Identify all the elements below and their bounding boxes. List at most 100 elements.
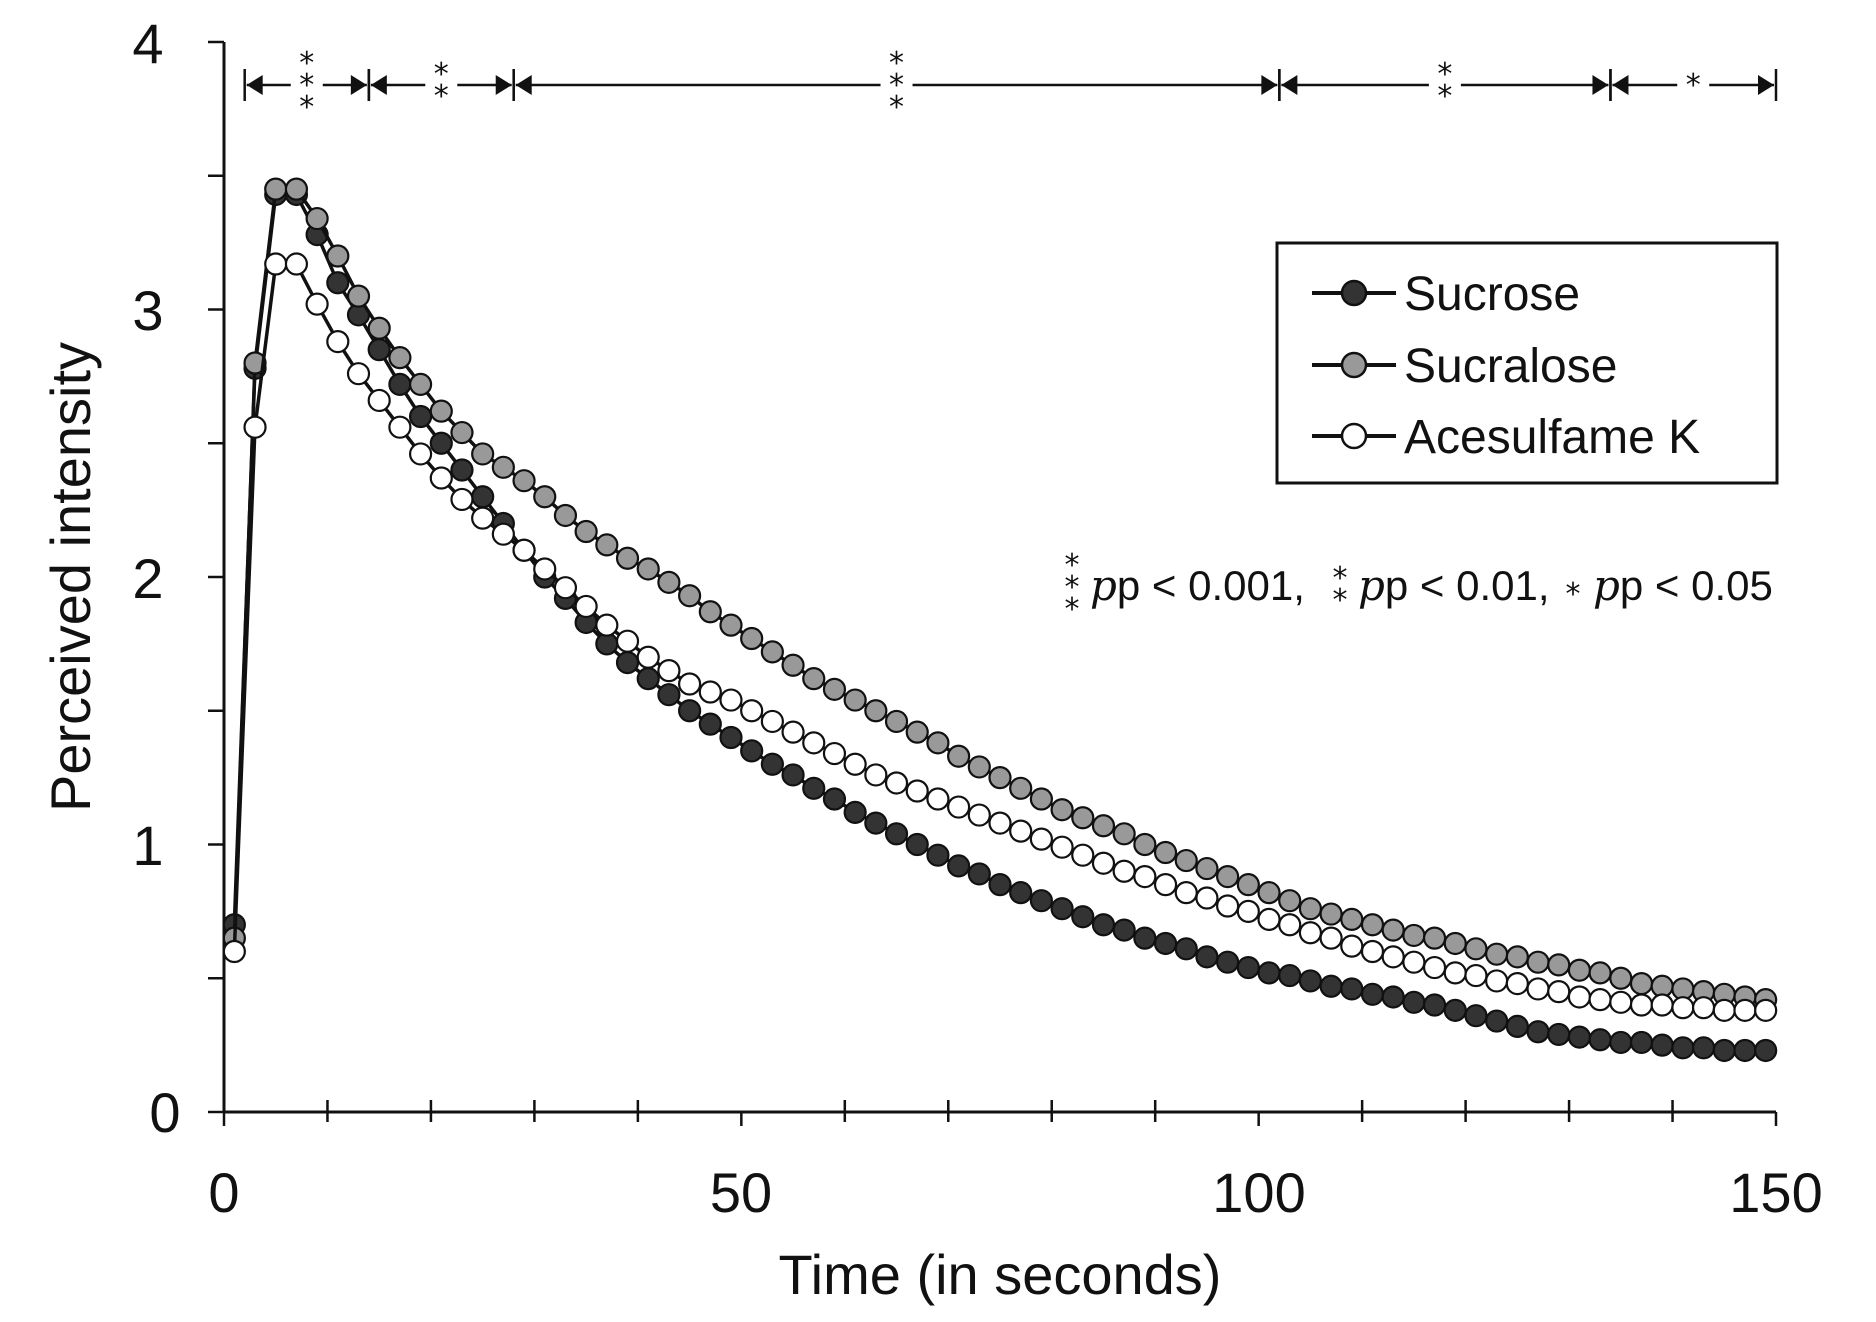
data-point xyxy=(367,316,391,340)
data-point xyxy=(719,613,743,637)
data-point xyxy=(1029,889,1053,913)
data-point xyxy=(1153,931,1178,956)
data-point xyxy=(719,688,743,712)
significance-star: * xyxy=(1437,57,1452,92)
y-tick-label: 4 xyxy=(132,12,163,75)
data-point xyxy=(1629,971,1654,996)
significance-star: * xyxy=(299,46,314,81)
data-point xyxy=(947,795,971,819)
legend-marker-sucrose xyxy=(1340,279,1368,307)
data-point xyxy=(1443,931,1467,956)
data-point xyxy=(822,787,847,811)
data-point xyxy=(1360,913,1385,937)
data-point xyxy=(1133,832,1157,857)
data-point xyxy=(657,570,681,594)
data-point xyxy=(988,766,1012,790)
bracket-arrowhead xyxy=(515,75,532,95)
data-point xyxy=(1464,937,1488,961)
data-point xyxy=(740,739,764,763)
data-point xyxy=(967,803,991,827)
data-point xyxy=(450,458,474,482)
data-point xyxy=(574,594,598,619)
data-point xyxy=(305,292,329,316)
data-point xyxy=(1588,988,1612,1012)
x-tick-label: 0 xyxy=(208,1161,239,1224)
x-axis-title: Time (in seconds) xyxy=(779,1243,1222,1306)
data-point xyxy=(1547,1022,1571,1047)
significance-star: * xyxy=(1437,79,1452,114)
data-point xyxy=(264,177,288,201)
data-point xyxy=(222,939,246,964)
data-point xyxy=(864,811,888,835)
data-point xyxy=(1505,1014,1529,1039)
data-point xyxy=(1236,899,1260,923)
data-point xyxy=(1174,881,1198,905)
significance-brackets: ********** * xyxy=(243,46,1778,125)
significance-star: * xyxy=(299,68,314,103)
data-point xyxy=(1691,1036,1716,1060)
note-p05: pp < 0.05 xyxy=(1593,561,1773,610)
data-point xyxy=(1650,993,1674,1017)
data-point xyxy=(512,469,536,493)
series-layer xyxy=(222,177,1778,1063)
bracket-arrowhead xyxy=(246,75,263,95)
legend-label-sucrose: Sucrose xyxy=(1404,268,1580,321)
data-point xyxy=(1091,851,1116,875)
data-point xyxy=(802,776,826,800)
data-point xyxy=(471,442,495,466)
data-point xyxy=(1485,969,1509,993)
data-point xyxy=(1609,966,1633,990)
legend-marker-acesulfame-k xyxy=(1340,422,1368,450)
data-point xyxy=(388,346,412,370)
data-point xyxy=(1526,977,1550,1001)
one-star-key: * xyxy=(1566,577,1581,612)
y-ticks xyxy=(208,40,224,1114)
data-point xyxy=(740,626,764,651)
data-point xyxy=(1112,918,1136,942)
data-point xyxy=(1381,918,1405,942)
data-point xyxy=(781,653,805,677)
svg-text:*: * xyxy=(1333,561,1348,596)
data-point xyxy=(1402,923,1426,948)
data-point xyxy=(1112,859,1136,883)
data-point xyxy=(1174,937,1198,961)
data-point xyxy=(1609,1030,1633,1055)
data-point xyxy=(553,503,578,528)
data-point xyxy=(1485,942,1509,966)
data-point xyxy=(1257,907,1281,932)
series-sucralose xyxy=(222,177,1778,1012)
data-point xyxy=(1153,873,1178,897)
data-point xyxy=(450,420,474,445)
y-tick-label: 0 xyxy=(149,1081,180,1144)
data-point xyxy=(698,712,722,736)
data-point xyxy=(1174,848,1198,873)
significance-star: * xyxy=(889,90,904,125)
data-point xyxy=(636,557,660,581)
data-point xyxy=(408,442,433,466)
svg-text:*: * xyxy=(1333,583,1348,618)
data-point xyxy=(1340,977,1364,1001)
significance-star: * xyxy=(434,57,449,92)
data-point xyxy=(947,744,971,768)
data-point xyxy=(1712,998,1736,1022)
data-point xyxy=(1195,886,1219,910)
y-tick-labels: 0 1 2 3 4 xyxy=(132,12,180,1144)
data-point xyxy=(471,506,495,530)
data-point xyxy=(657,683,681,707)
data-point xyxy=(491,455,515,479)
data-point xyxy=(1567,1025,1592,1049)
data-point xyxy=(1505,971,1529,996)
legend-label-sucralose: Sucralose xyxy=(1404,340,1617,393)
data-point xyxy=(408,404,433,429)
data-point xyxy=(1422,993,1447,1017)
data-point xyxy=(781,720,805,744)
data-point xyxy=(1360,939,1385,964)
data-point xyxy=(243,415,267,439)
data-point xyxy=(553,576,578,600)
data-point xyxy=(326,244,350,268)
svg-text:*: * xyxy=(1065,592,1080,627)
data-point xyxy=(1319,902,1343,926)
data-point xyxy=(1071,843,1095,867)
significance-star: * xyxy=(1686,68,1701,103)
